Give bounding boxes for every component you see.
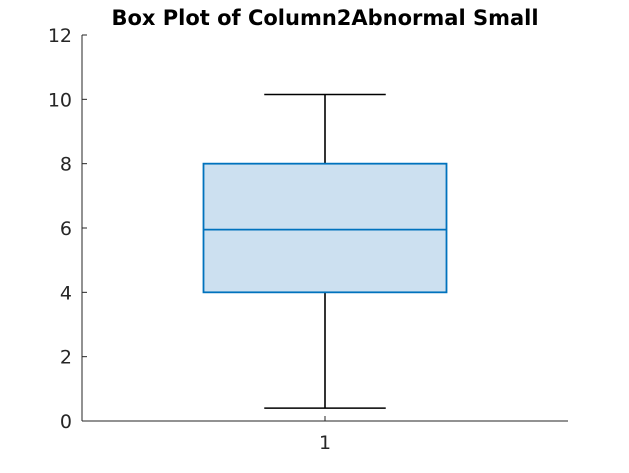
y-tick-label: 8 [60,154,72,176]
y-tick-label: 6 [60,218,72,240]
y-tick-label: 2 [60,347,72,369]
chart-title: Box Plot of Column2Abnormal Small [111,6,538,30]
y-tick-label: 10 [48,89,72,111]
y-tick-label: 4 [60,282,72,304]
interquartile-box [202,162,448,294]
x-tick-label: 1 [319,432,331,454]
y-tick-label: 0 [60,411,72,433]
y-tick-label: 12 [48,25,72,47]
